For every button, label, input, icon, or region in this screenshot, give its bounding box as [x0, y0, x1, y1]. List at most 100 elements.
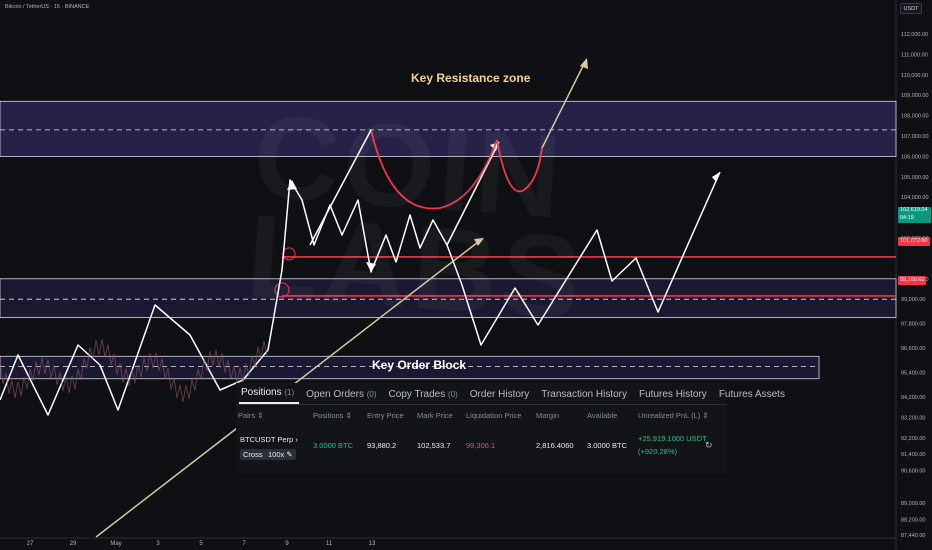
tab-count: (1)	[284, 388, 295, 397]
col-positions[interactable]: Positions ⇕	[313, 411, 352, 420]
y-tick-label: 92,200.00	[901, 436, 925, 442]
entry-price: 93,880.2	[367, 441, 397, 450]
level-1-price-tag: 101,072.60	[898, 237, 930, 246]
x-tick-label: 9	[285, 541, 289, 547]
symbol-title[interactable]: Bitcoin / TetherUS · 15 · BINANCE	[5, 4, 90, 10]
col-pairs[interactable]: Pairs ⇕	[238, 411, 264, 420]
col-mark-price: Mark Price	[417, 411, 453, 420]
tab-futures-history[interactable]: Futures History	[637, 389, 712, 404]
mark-price: 102,533.7	[417, 441, 451, 450]
y-tick-label: 107,000.00	[901, 134, 929, 140]
y-tick-label: 91,400.00	[901, 452, 925, 458]
tab-label: Futures History	[639, 389, 707, 400]
y-tick-label: 110,000.00	[901, 73, 928, 79]
x-tick-label: May	[110, 541, 121, 547]
current-price-value: 102,619.04	[900, 207, 928, 213]
col-margin: Margin	[536, 411, 559, 420]
tab-open-orders[interactable]: Open Orders (0)	[304, 389, 381, 404]
tab-copy-trades[interactable]: Copy Trades (0)	[387, 389, 463, 404]
resistance-zone-label: Key Resistance zone	[411, 71, 531, 85]
sort-icon: ⇕	[345, 411, 352, 420]
available-value: 3.0000 BTC	[587, 441, 628, 450]
price-axis-bg	[896, 0, 932, 550]
tab-futures-assets[interactable]: Futures Assets	[717, 389, 790, 404]
y-tick-label: 97,800.00	[901, 322, 925, 328]
y-tick-label: 93,200.00	[901, 416, 925, 422]
cup-curve	[370, 129, 498, 210]
pair-link[interactable]: BTCUSDT Perp ›	[240, 435, 298, 444]
position-row[interactable]: BTCUSDT Perp › Cross 100x ✎ 3.0000 BTC 9…	[236, 425, 727, 473]
current-price-tag: 102,619.04 04:19	[898, 207, 931, 223]
positions-tabs: Positions (1) Open Orders (0) Copy Trades …	[236, 383, 785, 404]
peak-leg	[446, 141, 500, 246]
margin-value: 2,816.4060	[536, 441, 574, 450]
tab-positions[interactable]: Positions (1)	[239, 387, 300, 404]
sort-icon: ⇕	[702, 411, 709, 420]
zone-1	[0, 100, 897, 157]
margin-mode-badge[interactable]: Cross	[240, 449, 266, 460]
level-2-price-tag: 99,160.62	[898, 276, 927, 285]
x-tick-label: 13	[369, 541, 376, 547]
unrealized-pnl-value: +25,919.1000 USDT	[638, 434, 707, 443]
leverage-badge[interactable]: 100x ✎	[265, 449, 296, 460]
x-tick-label: 3	[156, 541, 160, 547]
zone-2	[0, 278, 897, 318]
trend-arrow-1-head	[474, 238, 484, 246]
col-available: Available	[587, 411, 618, 420]
y-tick-label: 108,000.00	[901, 114, 929, 120]
price-path-projection	[0, 171, 721, 416]
tab-count: (0)	[366, 390, 377, 399]
dip-arrow-head	[366, 262, 376, 272]
col-unrealized-pnl[interactable]: Unrealized PnL (L) ⇕	[638, 411, 709, 420]
x-tick-label: 5	[199, 541, 203, 547]
y-tick-label: 87,440.00	[901, 533, 925, 539]
edit-icon: ✎	[286, 450, 293, 459]
breakout-circle-2	[274, 282, 290, 298]
y-tick-label: 105,000.00	[901, 175, 929, 181]
tab-label: Futures Assets	[718, 389, 785, 400]
position-size: 3.0000 BTC	[313, 441, 354, 450]
handle-curve	[496, 139, 543, 193]
tab-label: Open Orders	[306, 389, 364, 400]
positions-table-header: Pairs ⇕ Positions ⇕ Entry Price Mark Pri…	[236, 405, 727, 425]
y-tick-label: 88,200.00	[901, 517, 925, 523]
order-block-label: Key Order Block	[372, 358, 466, 372]
y-tick-label: 90,600.00	[901, 469, 925, 475]
y-tick-label: 95,400.00	[901, 371, 925, 377]
y-tick-label: 104,000.00	[901, 195, 929, 201]
tab-count: (0)	[448, 390, 458, 399]
left-rim-leg	[309, 129, 372, 246]
sort-icon: ⇕	[257, 411, 264, 420]
y-tick-label: 109,000.00	[901, 93, 929, 99]
y-tick-label: 106,000.00	[901, 154, 929, 160]
trend-arrow-2	[541, 59, 587, 149]
x-tick-label: 7	[242, 541, 246, 547]
quote-currency-badge[interactable]: USDT	[900, 3, 922, 14]
current-price-timer: 04:19	[900, 214, 914, 221]
tab-label: Copy Trades	[388, 389, 446, 400]
projection-arrow-head	[712, 172, 720, 182]
share-icon[interactable]: ↻	[705, 440, 713, 450]
x-tick-label: 27	[27, 541, 34, 547]
unrealized-pnl-percent: (+920.28%)	[638, 447, 677, 456]
price-candles	[0, 339, 268, 402]
y-tick-label: 99,000.00	[901, 297, 925, 303]
trend-arrow-2-head	[580, 58, 588, 69]
y-tick-label: 111,000.00	[901, 52, 928, 58]
liquidation-price: 99,306.1	[466, 441, 496, 450]
tab-transaction-history[interactable]: Transaction History	[539, 389, 632, 404]
tab-label: Transaction History	[541, 389, 628, 400]
y-tick-label: 96,600.00	[901, 346, 925, 352]
tab-label: Order History	[469, 389, 530, 400]
positions-panel: Positions (1) Open Orders (0) Copy Trades …	[236, 383, 785, 473]
tab-label: Positions	[241, 387, 282, 398]
col-entry-price: Entry Price	[367, 411, 404, 420]
tab-order-history[interactable]: Order History	[468, 389, 534, 404]
tabs-divider	[236, 404, 727, 405]
breakout-arrow-head	[287, 180, 297, 190]
y-tick-label: 94,200.00	[901, 395, 925, 401]
x-tick-label: 11	[326, 541, 333, 547]
y-tick-label: 112,000.00	[901, 32, 928, 38]
